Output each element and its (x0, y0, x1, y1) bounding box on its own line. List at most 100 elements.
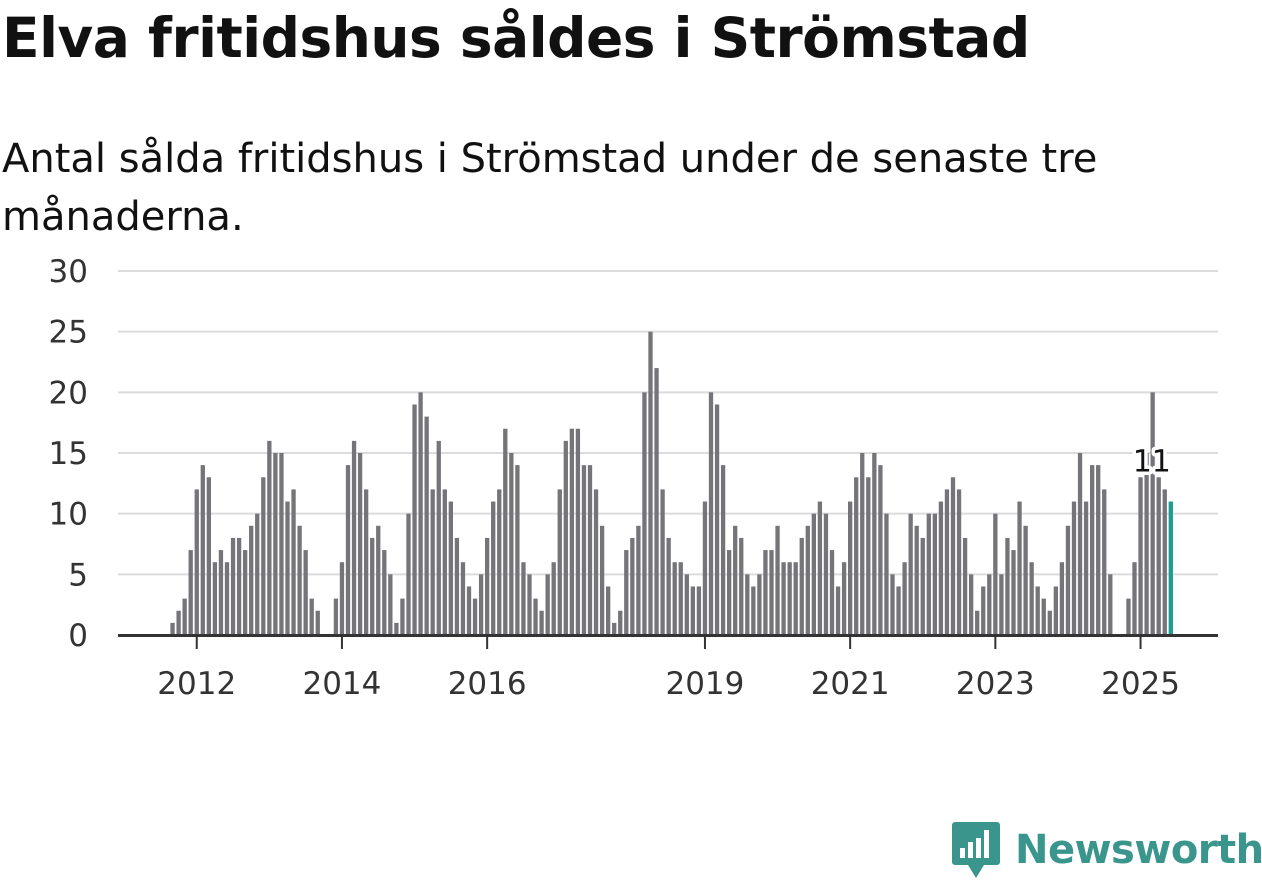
bar (418, 392, 423, 635)
bar (478, 574, 484, 635)
bar (200, 465, 205, 635)
bar (303, 550, 308, 635)
bar (224, 562, 230, 635)
bar (636, 525, 641, 635)
bar (1017, 501, 1022, 635)
bar (793, 562, 798, 635)
bar (745, 574, 750, 635)
bar (436, 440, 441, 635)
bar (612, 622, 617, 635)
bar (896, 586, 901, 635)
bar (515, 465, 520, 635)
bar (1144, 453, 1149, 635)
bar (926, 513, 931, 635)
y-tick-label: 20 (49, 375, 88, 411)
bar (975, 610, 980, 635)
y-tick-label: 5 (68, 557, 88, 593)
bar (908, 513, 913, 635)
bar (551, 562, 556, 635)
bar (485, 537, 490, 635)
bar (388, 574, 393, 635)
y-tick-label: 30 (49, 254, 88, 290)
x-tick-label: 2019 (665, 666, 744, 702)
bar (563, 440, 568, 635)
bar (497, 489, 502, 635)
bar (1029, 562, 1034, 635)
bar (1035, 586, 1040, 635)
bar (472, 598, 478, 635)
bar (1077, 453, 1083, 635)
bar (1023, 525, 1028, 635)
bar (273, 453, 278, 635)
bar (430, 489, 435, 635)
bar (944, 489, 950, 635)
bar (775, 525, 780, 635)
bar-latest (1168, 501, 1173, 635)
bar (1126, 598, 1131, 635)
bar (503, 428, 508, 635)
x-tick-label: 2025 (1101, 666, 1180, 702)
bar (733, 525, 738, 635)
bar (878, 465, 883, 635)
bar (660, 489, 665, 635)
bar (993, 513, 998, 635)
chart-subtitle: Antal sålda fritidshus i Strömstad under… (2, 136, 1098, 240)
bar (1041, 598, 1046, 635)
bars (170, 331, 1173, 635)
bar (950, 477, 956, 635)
bar (285, 501, 290, 635)
bar (521, 562, 526, 635)
bar (176, 610, 181, 635)
bar (545, 574, 550, 635)
bar (914, 525, 919, 635)
bar (1132, 562, 1137, 635)
newsworthy-logo-text: Newsworthy (1015, 827, 1262, 873)
bar (587, 465, 593, 635)
bar (624, 550, 629, 635)
bar (1059, 562, 1065, 635)
bar (666, 537, 671, 635)
bar (648, 331, 653, 635)
bar (509, 453, 514, 635)
bar (678, 562, 683, 635)
bar (351, 440, 357, 635)
bar (1162, 489, 1167, 635)
bar (654, 368, 659, 635)
bar (606, 586, 611, 635)
bar (702, 501, 708, 635)
bar (466, 586, 472, 635)
bar (860, 453, 865, 635)
bar (412, 404, 417, 635)
bar (345, 465, 351, 635)
bar (805, 525, 810, 635)
x-tick-label: 2014 (302, 666, 381, 702)
bar (841, 562, 847, 635)
bar (835, 586, 841, 635)
y-tick-label: 10 (49, 497, 88, 533)
bar (291, 489, 296, 635)
bar (817, 501, 823, 635)
bar (575, 428, 581, 635)
bar (823, 513, 829, 635)
newsworthy-logo: Newsworthy (951, 820, 1262, 880)
bar (630, 537, 635, 635)
bar (249, 525, 254, 635)
bar (339, 562, 345, 635)
bar (442, 489, 447, 635)
bar (267, 440, 272, 635)
bar (261, 477, 266, 635)
bar (1083, 501, 1089, 635)
data-label-latest: 11 (1133, 445, 1171, 480)
bar (781, 562, 786, 635)
bar (672, 562, 677, 635)
bar (962, 537, 968, 635)
data-label-halo: 11 (1133, 445, 1171, 480)
bar (987, 574, 992, 635)
bar (1047, 610, 1052, 635)
x-axis: 2012 2014 2016 2019 2021 2023 2025 (157, 635, 1180, 702)
y-tick-label: 0 (68, 618, 88, 654)
y-axis: 0 5 10 15 20 25 30 (49, 254, 88, 654)
bar (1108, 574, 1113, 635)
